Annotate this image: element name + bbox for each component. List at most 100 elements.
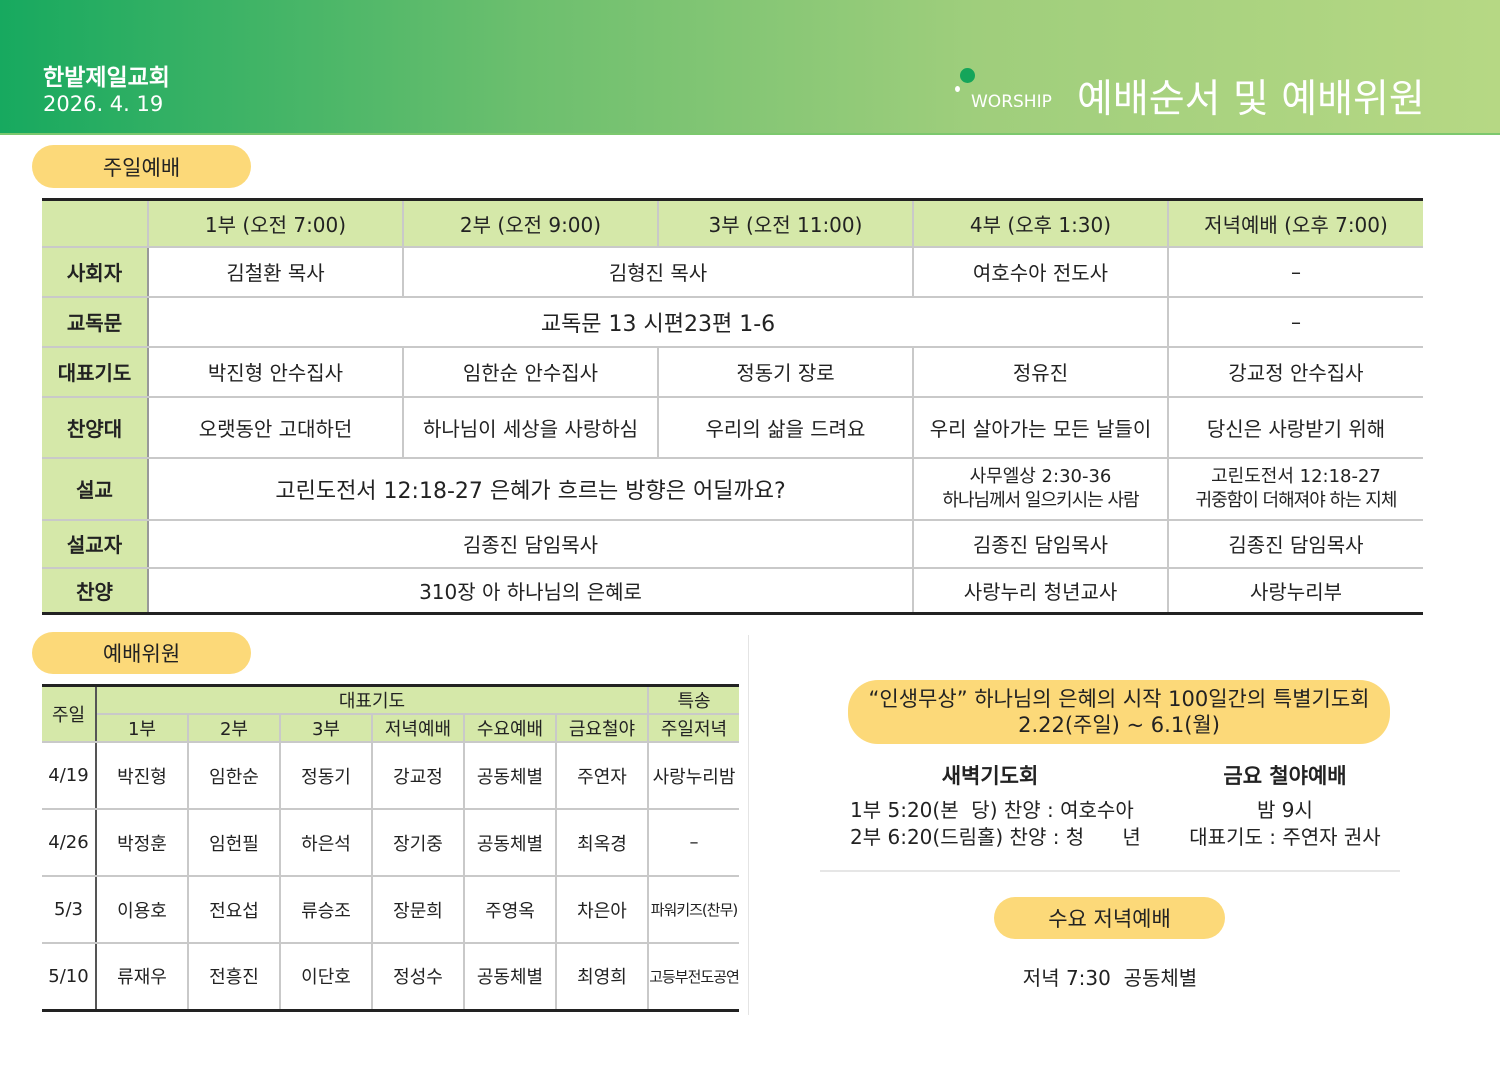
table-header-row: 주일 대표기도 특송 bbox=[42, 684, 739, 743]
cell: 류재우 bbox=[95, 942, 189, 1011]
cell: 전요섭 bbox=[187, 875, 281, 944]
cell: 정성수 bbox=[371, 942, 465, 1011]
cell: 하나님이 세상을 사랑하심 bbox=[402, 395, 659, 459]
cell: 정유진 bbox=[912, 345, 1169, 398]
column-header-special: 특송 bbox=[647, 684, 739, 715]
cell: 공동체별 bbox=[463, 942, 557, 1011]
row-label: 설교 bbox=[42, 456, 149, 521]
cell: 차은아 bbox=[555, 875, 649, 944]
cell: 우리 살아가는 모든 날들이 bbox=[912, 395, 1169, 459]
row-label: 대표기도 bbox=[42, 345, 149, 398]
committee-table: 주일 대표기도 특송 1부 2부 3부 저녁예배 수요예배 금요철야 주일저녁 … bbox=[42, 684, 740, 1012]
bulletin-date: 2026. 4. 19 bbox=[43, 92, 164, 116]
column-header: 4부 (오후 1:30) bbox=[912, 198, 1169, 248]
table-row: 대표기도 박진형 안수집사 임한순 안수집사 정동기 장로 정유진 강교정 안수… bbox=[42, 345, 1423, 398]
table-row: 5/10 류재우 전흥진 이단호 정성수 공동체별 최영희 고등부전도공연 bbox=[42, 942, 740, 1011]
column-header: 금요철야 bbox=[555, 713, 649, 743]
cell: 임한순 안수집사 bbox=[402, 345, 659, 398]
dot-icon bbox=[960, 68, 975, 83]
cell: 장문희 bbox=[371, 875, 465, 944]
column-header: 2부 (오전 9:00) bbox=[402, 198, 659, 248]
cell: 당신은 사랑받기 위해 bbox=[1167, 395, 1423, 459]
special-prayer-dates: 2.22(주일) ~ 6.1(월) bbox=[1018, 713, 1220, 737]
cell: 이단호 bbox=[279, 942, 373, 1011]
table-row: 사회자 김철환 목사 김형진 목사 여호수아 전도사 – bbox=[42, 245, 1423, 298]
cell: 김형진 목사 bbox=[402, 245, 914, 298]
cell: 이용호 bbox=[95, 875, 189, 944]
cell: 정동기 장로 bbox=[657, 345, 914, 398]
cell: – bbox=[1167, 245, 1423, 298]
dot-icon bbox=[955, 86, 960, 92]
column-header: 1부 bbox=[96, 713, 189, 743]
column-header: 주일저녁 bbox=[647, 713, 739, 743]
cell: 임헌필 bbox=[187, 808, 281, 877]
column-header: 2부 bbox=[187, 713, 281, 743]
cell: 강교정 안수집사 bbox=[1167, 345, 1423, 398]
wednesday-worship-label: 수요 저녁예배 bbox=[994, 897, 1225, 939]
cell: 교독문 13 시편23편 1-6 bbox=[147, 295, 1169, 348]
row-label: 설교자 bbox=[42, 518, 149, 569]
cell: 전흥진 bbox=[187, 942, 281, 1011]
table-row: 4/19 박진형 임한순 정동기 강교정 공동체별 주연자 사랑누리밤 bbox=[42, 741, 739, 810]
date-cell: 5/10 bbox=[42, 942, 97, 1011]
cell: 우리의 삶을 드려요 bbox=[657, 395, 914, 459]
cell: 김종진 담임목사 bbox=[912, 518, 1169, 569]
special-prayer-title: “인생무상” 하나님의 은혜의 시작 100일간의 특별기도회 bbox=[868, 687, 1370, 711]
dawn-line: 1부 5:20(본 당) 찬양 : 여호수아 bbox=[850, 798, 1134, 822]
cell: 여호수아 전도사 bbox=[912, 245, 1169, 298]
friday-line: 대표기도 : 주연자 권사 bbox=[1189, 825, 1381, 849]
cell: 장기중 bbox=[371, 808, 465, 877]
column-header: 1부 (오전 7:00) bbox=[147, 198, 404, 248]
sermon-title: 귀중함이 더해져야 하는 지체 bbox=[1195, 489, 1398, 511]
column-header: 저녁예배 (오후 7:00) bbox=[1167, 198, 1423, 248]
table-header-row: 1부 (오전 7:00) 2부 (오전 9:00) 3부 (오전 11:00) … bbox=[42, 198, 1423, 248]
cell: 주연자 bbox=[555, 741, 649, 810]
church-name: 한밭제일교회 bbox=[43, 65, 170, 91]
cell: 김철환 목사 bbox=[147, 245, 404, 298]
header-banner: 한밭제일교회 2026. 4. 19 WORSHIP 예배순서 및 예배위원 bbox=[0, 0, 1500, 135]
cell: 사랑누리부 bbox=[1167, 566, 1423, 615]
cell: 정동기 bbox=[279, 741, 373, 810]
cell: 고등부전도공연 bbox=[647, 942, 740, 1011]
row-label: 찬양 bbox=[42, 566, 149, 615]
column-header: 3부 bbox=[279, 713, 373, 743]
cell: 파워키즈(찬무) bbox=[647, 875, 739, 944]
friday-line: 밤 9시 bbox=[1257, 798, 1313, 822]
corner-cell bbox=[42, 198, 149, 248]
column-header: 수요예배 bbox=[463, 713, 557, 743]
cell: 310장 아 하나님의 은혜로 bbox=[147, 566, 914, 615]
date-cell: 5/3 bbox=[42, 875, 97, 944]
cell: 고린도전서 12:18-27 은혜가 흐르는 방향은 어딜까요? bbox=[147, 456, 914, 521]
cell: 최옥경 bbox=[555, 808, 649, 877]
table-row: 설교자 김종진 담임목사 김종진 담임목사 김종진 담임목사 bbox=[42, 518, 1423, 569]
date-cell: 4/26 bbox=[42, 808, 97, 877]
table-header-row: 1부 2부 3부 저녁예배 수요예배 금요철야 주일저녁 bbox=[42, 713, 739, 743]
sermon-passage: 사무엘상 2:30-36 bbox=[969, 465, 1112, 487]
worship-tag: WORSHIP bbox=[971, 92, 1052, 112]
table-row: 찬양 310장 아 하나님의 은혜로 사랑누리 청년교사 사랑누리부 bbox=[42, 566, 1423, 615]
cell: 강교정 bbox=[371, 741, 465, 810]
table-row: 설교 고린도전서 12:18-27 은혜가 흐르는 방향은 어딜까요? 사무엘상… bbox=[42, 456, 1423, 521]
cell: 공동체별 bbox=[463, 808, 557, 877]
date-cell: 4/19 bbox=[42, 741, 97, 810]
cell: 주영옥 bbox=[463, 875, 557, 944]
page-title: 예배순서 및 예배위원 bbox=[1077, 77, 1425, 122]
dawn-prayer-details: 1부 5:20(본 당) 찬양 : 여호수아 2부 6:20(드림홀) 찬양 :… bbox=[850, 797, 1150, 851]
table-row: 4/26 박정훈 임헌필 하은석 장기중 공동체별 최옥경 – bbox=[42, 808, 739, 877]
dawn-prayer-title: 새벽기도회 bbox=[941, 764, 1039, 788]
cell: 사랑누리밤 bbox=[647, 741, 739, 810]
cell: 박진형 안수집사 bbox=[147, 345, 404, 398]
cell: 사랑누리 청년교사 bbox=[912, 566, 1169, 615]
cell: 고린도전서 12:18-27 귀중함이 더해져야 하는 지체 bbox=[1167, 456, 1423, 521]
column-header-prayer: 대표기도 bbox=[95, 684, 649, 715]
column-header: 저녁예배 bbox=[371, 713, 465, 743]
divider bbox=[748, 635, 749, 1015]
cell: – bbox=[1167, 295, 1423, 348]
column-header: 3부 (오전 11:00) bbox=[657, 198, 914, 248]
cell: 류승조 bbox=[279, 875, 373, 944]
sermon-title: 하나님께서 일으키시는 사람 bbox=[942, 489, 1139, 511]
table-row: 교독문 교독문 13 시편23편 1-6 – bbox=[42, 295, 1423, 348]
row-label: 교독문 bbox=[42, 295, 149, 348]
cell: 김종진 담임목사 bbox=[147, 518, 914, 569]
wednesday-worship-time: 저녁 7:30 공동체별 bbox=[1022, 966, 1198, 990]
